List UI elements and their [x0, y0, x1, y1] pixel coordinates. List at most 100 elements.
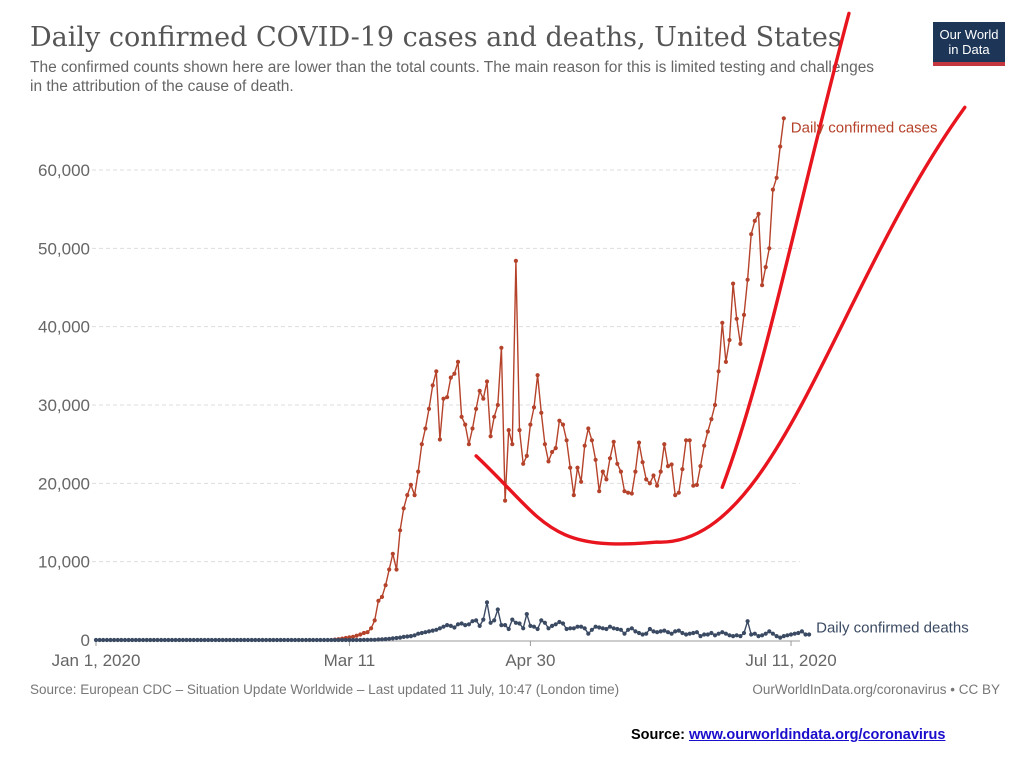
data-point-deaths — [803, 632, 808, 637]
data-point-cases — [687, 438, 692, 443]
data-point-cases — [636, 440, 642, 445]
data-point-cases — [350, 634, 356, 640]
data-point-deaths — [217, 637, 222, 643]
data-point-deaths — [253, 637, 258, 643]
data-point-deaths — [130, 637, 135, 643]
data-point-cases — [506, 428, 511, 433]
data-point-cases — [481, 396, 486, 401]
data-point-deaths — [503, 623, 508, 628]
data-point-deaths — [354, 637, 359, 643]
data-point-deaths — [474, 618, 479, 623]
data-point-deaths — [238, 637, 243, 643]
data-point-deaths — [274, 637, 280, 643]
data-point-cases — [658, 469, 663, 474]
data-point-deaths — [687, 631, 692, 636]
data-point-deaths — [484, 600, 490, 605]
data-point-cases — [474, 406, 479, 411]
data-point-cases — [539, 410, 544, 415]
data-point-deaths — [180, 637, 185, 643]
data-point-cases — [528, 422, 533, 427]
data-point-cases — [441, 396, 446, 401]
data-point-cases — [445, 395, 450, 400]
data-point-cases — [738, 341, 743, 346]
data-point-deaths — [767, 629, 772, 634]
data-point-deaths — [669, 631, 674, 636]
data-point-deaths — [434, 627, 439, 632]
data-point-deaths — [445, 623, 450, 628]
data-point-cases — [419, 442, 424, 447]
data-point-cases — [358, 632, 363, 637]
data-point-cases — [756, 211, 761, 216]
data-point-deaths — [159, 637, 164, 643]
data-point-deaths — [383, 637, 388, 642]
series-labels: Daily confirmed cases Daily confirmed dea… — [791, 119, 969, 636]
data-point-deaths — [651, 629, 656, 634]
data-point-deaths — [426, 629, 432, 634]
data-point-deaths — [517, 621, 522, 626]
data-point-cases — [680, 467, 685, 472]
data-point-cases — [665, 464, 671, 469]
data-point-deaths — [137, 637, 142, 643]
data-point-deaths — [466, 622, 471, 627]
data-point-deaths — [604, 626, 609, 632]
data-point-deaths — [615, 626, 620, 632]
data-point-deaths — [607, 624, 613, 629]
data-point-cases — [767, 246, 772, 251]
data-point-cases — [705, 429, 710, 434]
data-point-cases — [626, 490, 631, 495]
data-point-deaths — [224, 637, 229, 643]
data-point-deaths — [408, 634, 413, 639]
data-point-deaths — [369, 637, 374, 642]
data-point-cases — [647, 481, 653, 486]
data-point-deaths — [441, 624, 446, 629]
y-tick-label: 0 — [81, 631, 90, 650]
data-point-deaths — [126, 637, 131, 643]
data-point-deaths — [195, 637, 200, 643]
data-point-cases — [763, 265, 768, 270]
data-point-deaths — [332, 637, 337, 643]
data-point-deaths — [350, 637, 356, 643]
data-point-deaths — [734, 633, 739, 638]
data-point-deaths — [285, 637, 290, 643]
data-point-cases — [716, 369, 721, 374]
data-point-cases — [698, 464, 703, 469]
data-point-deaths — [513, 620, 519, 625]
data-point-deaths — [720, 630, 725, 635]
data-point-cases — [535, 373, 540, 378]
data-point-deaths — [492, 618, 497, 623]
y-tick-labels: 0 10,000 20,000 30,000 40,000 50,000 60,000 — [38, 161, 90, 650]
data-point-deaths — [788, 632, 794, 637]
owid-logo[interactable]: Our World in Data — [933, 22, 1005, 66]
data-point-deaths — [311, 637, 316, 643]
data-point-deaths — [271, 637, 276, 643]
license-note[interactable]: OurWorldInData.org/coronavirus • CC BY — [752, 682, 1000, 697]
data-point-deaths — [314, 637, 319, 643]
logo-line-2: in Data — [948, 42, 990, 57]
data-point-deaths — [220, 637, 225, 643]
data-point-deaths — [560, 621, 566, 626]
data-point-deaths — [293, 637, 298, 643]
data-point-deaths — [419, 630, 424, 636]
source-note: Source: European CDC – Situation Update … — [30, 682, 620, 697]
data-point-deaths — [524, 612, 529, 617]
data-point-deaths — [343, 637, 348, 643]
data-point-cases — [615, 461, 620, 466]
bottom-source-link[interactable]: www.ourworldindata.org/coronavirus — [689, 727, 946, 743]
data-point-cases — [604, 477, 609, 482]
data-point-deaths — [636, 630, 642, 636]
data-point-deaths — [430, 628, 435, 633]
data-point-deaths — [694, 630, 700, 635]
data-point-deaths — [401, 634, 406, 640]
data-point-deaths — [169, 637, 175, 643]
data-point-deaths — [760, 633, 765, 638]
data-point-deaths — [550, 623, 555, 629]
data-point-cases — [557, 418, 562, 423]
data-point-deaths — [770, 631, 776, 636]
data-point-deaths — [387, 636, 392, 641]
data-point-cases — [546, 459, 551, 464]
data-point-deaths — [542, 620, 548, 625]
data-point-cases — [361, 630, 366, 636]
data-point-deaths — [455, 622, 461, 627]
data-point-deaths — [405, 634, 410, 639]
data-point-deaths — [184, 637, 189, 643]
